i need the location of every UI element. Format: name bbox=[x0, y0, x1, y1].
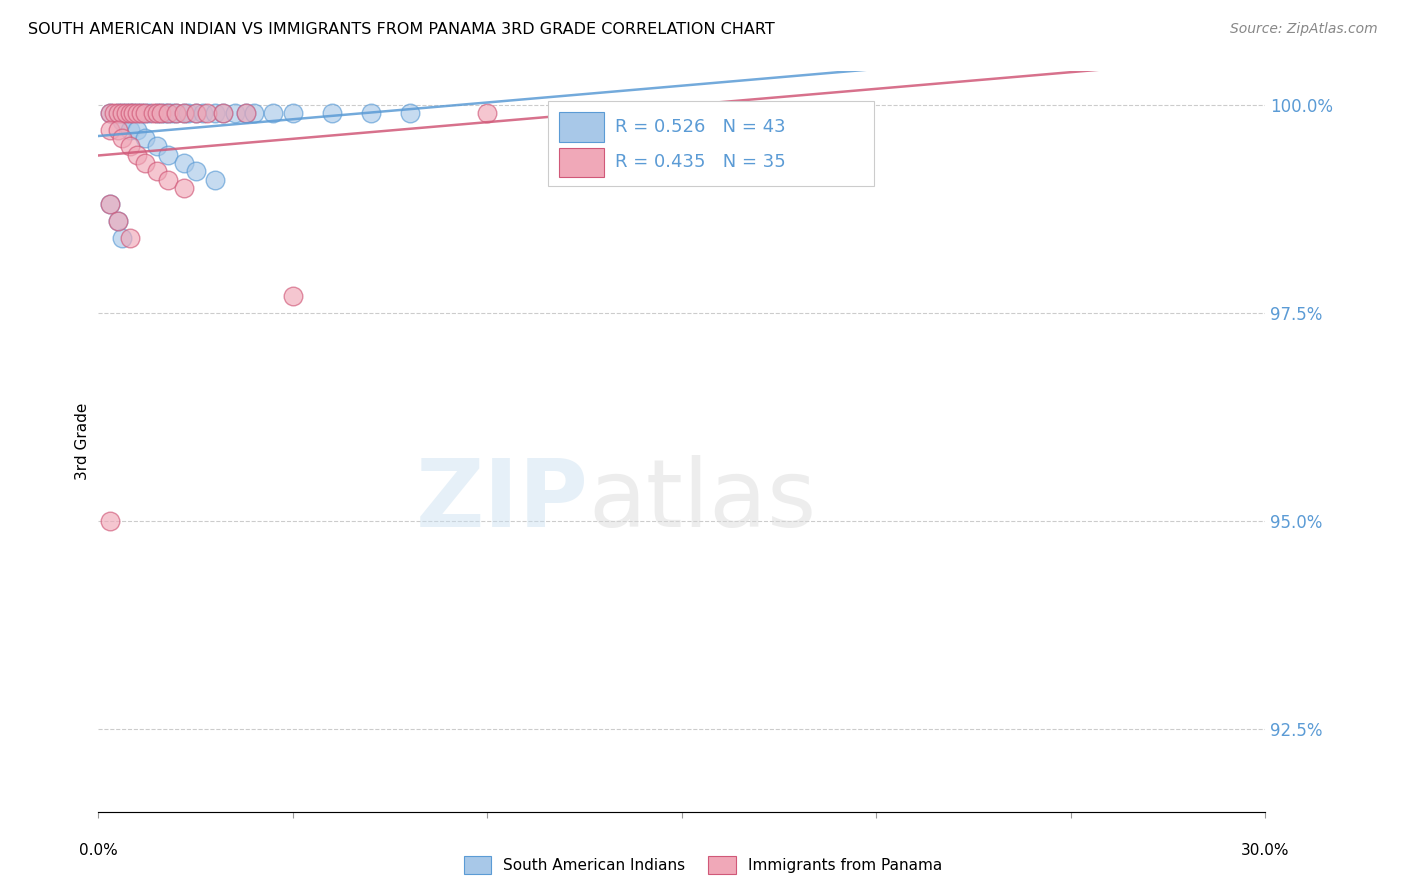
Text: SOUTH AMERICAN INDIAN VS IMMIGRANTS FROM PANAMA 3RD GRADE CORRELATION CHART: SOUTH AMERICAN INDIAN VS IMMIGRANTS FROM… bbox=[28, 22, 775, 37]
Point bbox=[149, 106, 172, 120]
Point bbox=[129, 106, 152, 120]
Point bbox=[122, 106, 145, 120]
Point bbox=[477, 106, 499, 120]
Point bbox=[129, 106, 152, 120]
Point bbox=[204, 106, 226, 120]
FancyBboxPatch shape bbox=[548, 101, 875, 186]
Point bbox=[98, 106, 121, 120]
Point bbox=[281, 106, 304, 120]
Point bbox=[321, 106, 343, 120]
Point bbox=[398, 106, 420, 120]
Point bbox=[127, 106, 149, 120]
Point bbox=[103, 106, 125, 120]
Point bbox=[146, 139, 169, 153]
Point bbox=[98, 197, 121, 211]
Point bbox=[235, 106, 257, 120]
Y-axis label: 3rd Grade: 3rd Grade bbox=[75, 403, 90, 480]
Point bbox=[98, 514, 121, 528]
Point bbox=[149, 106, 172, 120]
FancyBboxPatch shape bbox=[560, 112, 603, 142]
Point bbox=[177, 106, 200, 120]
Point bbox=[118, 106, 141, 120]
Point bbox=[134, 106, 156, 120]
Point bbox=[173, 106, 195, 120]
Point bbox=[184, 106, 207, 120]
Point bbox=[153, 106, 176, 120]
Point bbox=[162, 106, 184, 120]
Point bbox=[134, 131, 156, 145]
Point bbox=[165, 106, 187, 120]
Point bbox=[157, 106, 180, 120]
Text: 0.0%: 0.0% bbox=[79, 843, 118, 858]
Point bbox=[111, 231, 134, 245]
Point bbox=[107, 106, 129, 120]
Point bbox=[262, 106, 284, 120]
Point bbox=[114, 106, 136, 120]
FancyBboxPatch shape bbox=[560, 147, 603, 178]
Point bbox=[146, 164, 169, 178]
Point bbox=[111, 106, 134, 120]
Text: atlas: atlas bbox=[589, 455, 817, 547]
Point bbox=[243, 106, 266, 120]
Point bbox=[165, 106, 187, 120]
Legend: South American Indians, Immigrants from Panama: South American Indians, Immigrants from … bbox=[457, 850, 949, 880]
Point bbox=[157, 147, 180, 161]
Point bbox=[146, 106, 169, 120]
Point bbox=[173, 181, 195, 195]
Point bbox=[554, 106, 576, 120]
Point bbox=[173, 156, 195, 170]
Point bbox=[138, 106, 160, 120]
Text: R = 0.526   N = 43: R = 0.526 N = 43 bbox=[616, 118, 786, 136]
Point bbox=[114, 106, 136, 120]
Point bbox=[118, 231, 141, 245]
Point bbox=[360, 106, 382, 120]
Point bbox=[134, 156, 156, 170]
Text: 30.0%: 30.0% bbox=[1241, 843, 1289, 858]
Point bbox=[122, 106, 145, 120]
Point bbox=[157, 172, 180, 186]
Point bbox=[107, 122, 129, 136]
Point bbox=[204, 172, 226, 186]
Point bbox=[212, 106, 235, 120]
Point bbox=[134, 106, 156, 120]
Point bbox=[193, 106, 215, 120]
Point bbox=[118, 106, 141, 120]
Point bbox=[111, 114, 134, 128]
Point bbox=[184, 164, 207, 178]
Point bbox=[146, 106, 169, 120]
Point bbox=[98, 197, 121, 211]
Point bbox=[281, 289, 304, 303]
Point bbox=[111, 131, 134, 145]
Point bbox=[98, 122, 121, 136]
Point bbox=[142, 106, 165, 120]
Point bbox=[127, 106, 149, 120]
Point bbox=[127, 122, 149, 136]
Point bbox=[107, 214, 129, 228]
Point bbox=[107, 214, 129, 228]
Point bbox=[118, 139, 141, 153]
Point bbox=[235, 106, 257, 120]
Point bbox=[111, 106, 134, 120]
Point bbox=[118, 122, 141, 136]
Point bbox=[107, 106, 129, 120]
Point bbox=[127, 147, 149, 161]
Point bbox=[157, 106, 180, 120]
Point bbox=[184, 106, 207, 120]
Text: Source: ZipAtlas.com: Source: ZipAtlas.com bbox=[1230, 22, 1378, 37]
Point bbox=[212, 106, 235, 120]
Point bbox=[173, 106, 195, 120]
Point bbox=[224, 106, 246, 120]
Point bbox=[195, 106, 218, 120]
Text: ZIP: ZIP bbox=[416, 455, 589, 547]
Text: R = 0.435   N = 35: R = 0.435 N = 35 bbox=[616, 153, 786, 171]
Point bbox=[98, 106, 121, 120]
